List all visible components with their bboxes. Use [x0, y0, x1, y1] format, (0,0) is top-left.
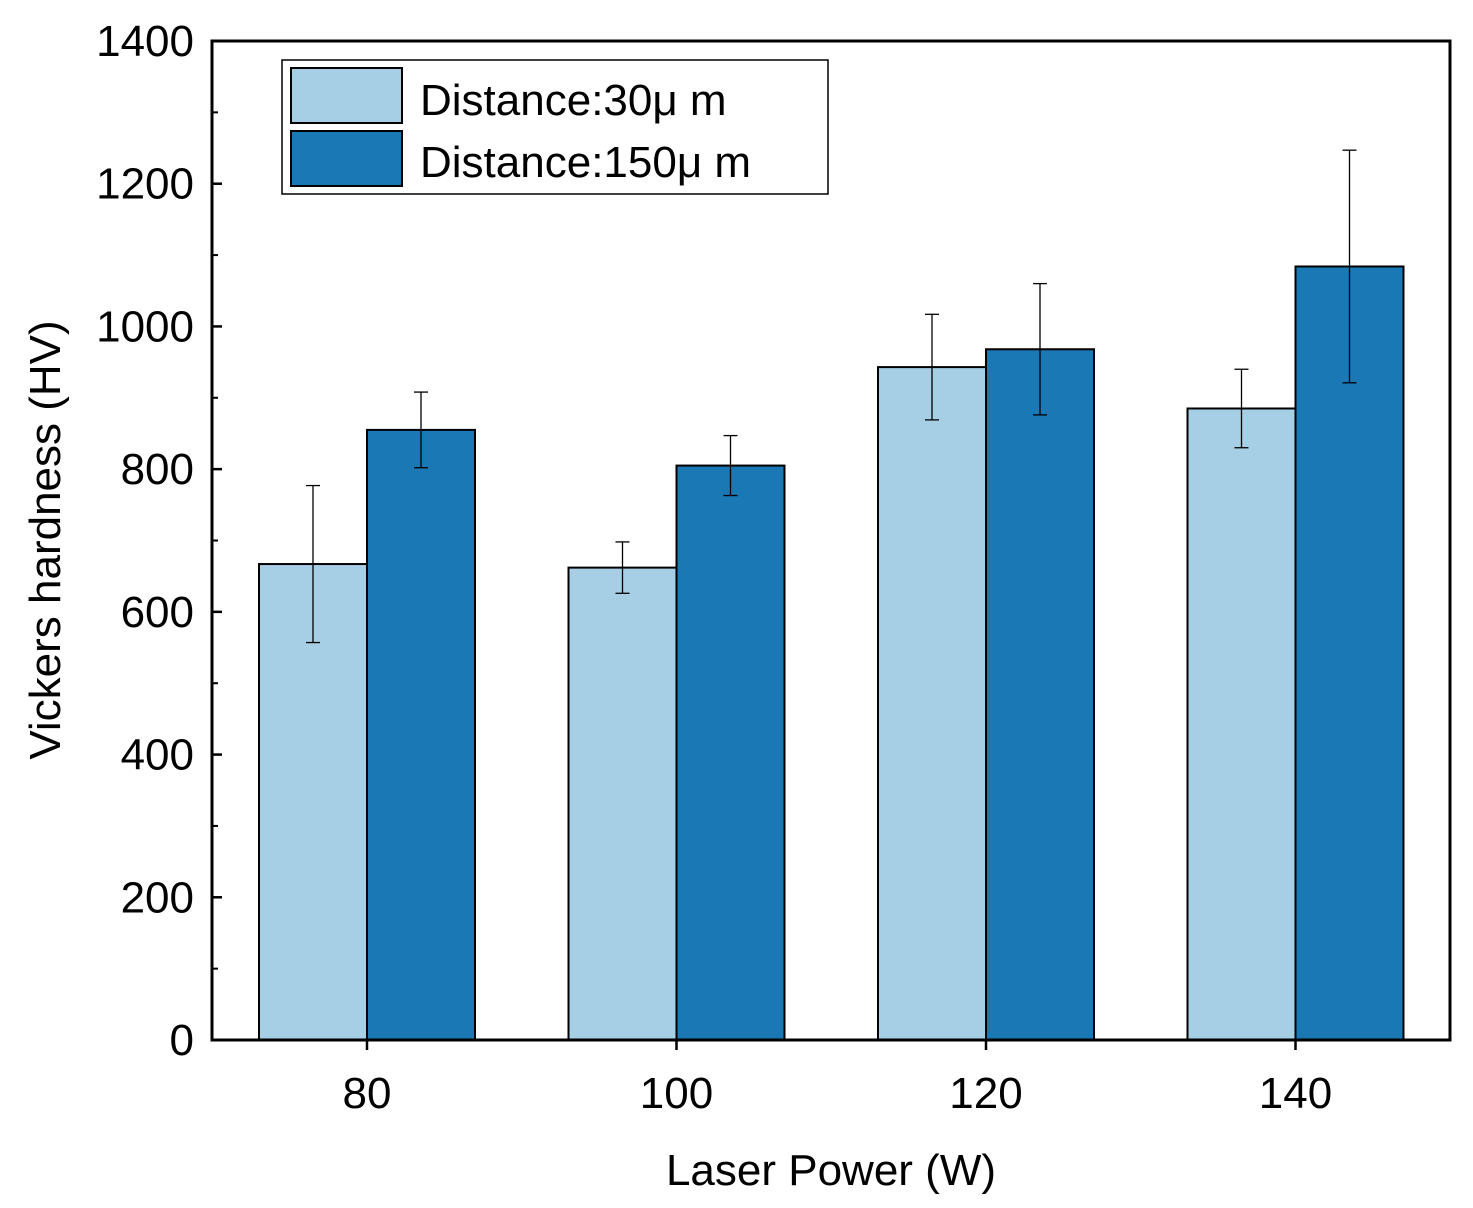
y-tick-label: 1000: [96, 302, 194, 351]
x-axis: 80 100 120 140: [343, 1040, 1332, 1118]
y-tick-label: 800: [121, 445, 194, 494]
y-tick-label: 200: [121, 873, 194, 922]
bar-30um-80: [258, 563, 368, 1041]
x-axis-title: Laser Power (W): [666, 1146, 996, 1195]
y-tick-label: 600: [121, 588, 194, 637]
x-tick-label: 80: [343, 1069, 392, 1118]
legend-label-30um: Distance:30μ m: [420, 76, 727, 125]
bar-30um-140: [1186, 407, 1297, 1042]
legend-swatch-150um: [290, 130, 403, 187]
bar-30um-100: [567, 566, 678, 1041]
x-tick-label: 100: [640, 1069, 713, 1118]
bar-150um-100: [675, 464, 786, 1041]
y-tick-label: 1400: [96, 17, 194, 66]
legend: Distance:30μ m Distance:150μ m: [281, 59, 829, 195]
bar-150um-80: [366, 428, 476, 1041]
plot-frame: [210, 39, 1452, 1042]
y-axis-title: Vickers hardness (HV): [21, 320, 70, 759]
x-tick-label: 120: [949, 1069, 1022, 1118]
legend-label-150um: Distance:150μ m: [420, 138, 751, 187]
bar-150um-140: [1294, 265, 1405, 1041]
y-axis: 0 200 400 600 800 1000 1200 1400: [96, 17, 222, 1065]
y-tick-label: 0: [170, 1016, 194, 1065]
error-bars-group: [306, 149, 1357, 644]
legend-swatch-30um: [290, 67, 403, 124]
bars-group: [258, 265, 1405, 1042]
x-tick-label: 140: [1259, 1069, 1332, 1118]
bar-30um-120: [877, 366, 987, 1041]
y-tick-label: 1200: [96, 160, 194, 209]
y-tick-label: 400: [121, 731, 194, 780]
bar-150um-120: [985, 348, 1095, 1041]
